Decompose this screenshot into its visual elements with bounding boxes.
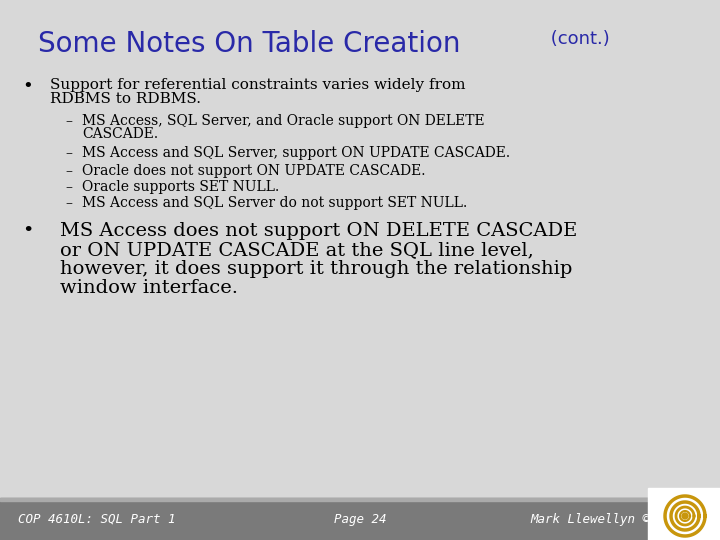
Text: CASCADE.: CASCADE. <box>82 127 158 141</box>
Text: Mark Llewellyn ©: Mark Llewellyn © <box>530 512 650 525</box>
Text: –: – <box>65 114 72 128</box>
Text: –: – <box>65 196 72 210</box>
Text: •: • <box>22 78 32 96</box>
Text: Oracle does not support ON UPDATE CASCADE.: Oracle does not support ON UPDATE CASCAD… <box>82 164 426 178</box>
Text: –: – <box>65 146 72 160</box>
Text: –: – <box>65 164 72 178</box>
Bar <box>0 498 720 540</box>
Text: however, it does support it through the relationship: however, it does support it through the … <box>60 260 572 278</box>
Text: (cont.): (cont.) <box>545 30 610 48</box>
Text: Support for referential constraints varies widely from: Support for referential constraints vari… <box>50 78 466 92</box>
Text: or ON UPDATE CASCADE at the SQL line level,: or ON UPDATE CASCADE at the SQL line lev… <box>60 241 534 259</box>
Text: Page 24: Page 24 <box>334 512 386 525</box>
Circle shape <box>682 513 688 519</box>
Text: MS Access and SQL Server do not support SET NULL.: MS Access and SQL Server do not support … <box>82 196 467 210</box>
Text: RDBMS to RDBMS.: RDBMS to RDBMS. <box>50 92 201 106</box>
Text: MS Access and SQL Server, support ON UPDATE CASCADE.: MS Access and SQL Server, support ON UPD… <box>82 146 510 160</box>
Text: –: – <box>65 180 72 194</box>
Text: window interface.: window interface. <box>60 279 238 297</box>
Text: •: • <box>22 222 33 240</box>
Bar <box>0 498 720 501</box>
Text: Oracle supports SET NULL.: Oracle supports SET NULL. <box>82 180 279 194</box>
Text: MS Access does not support ON DELETE CASCADE: MS Access does not support ON DELETE CAS… <box>60 222 577 240</box>
Text: COP 4610L: SQL Part 1: COP 4610L: SQL Part 1 <box>18 512 176 525</box>
Text: MS Access, SQL Server, and Oracle support ON DELETE: MS Access, SQL Server, and Oracle suppor… <box>82 114 485 128</box>
Bar <box>648 488 720 540</box>
Text: Some Notes On Table Creation: Some Notes On Table Creation <box>38 30 461 58</box>
